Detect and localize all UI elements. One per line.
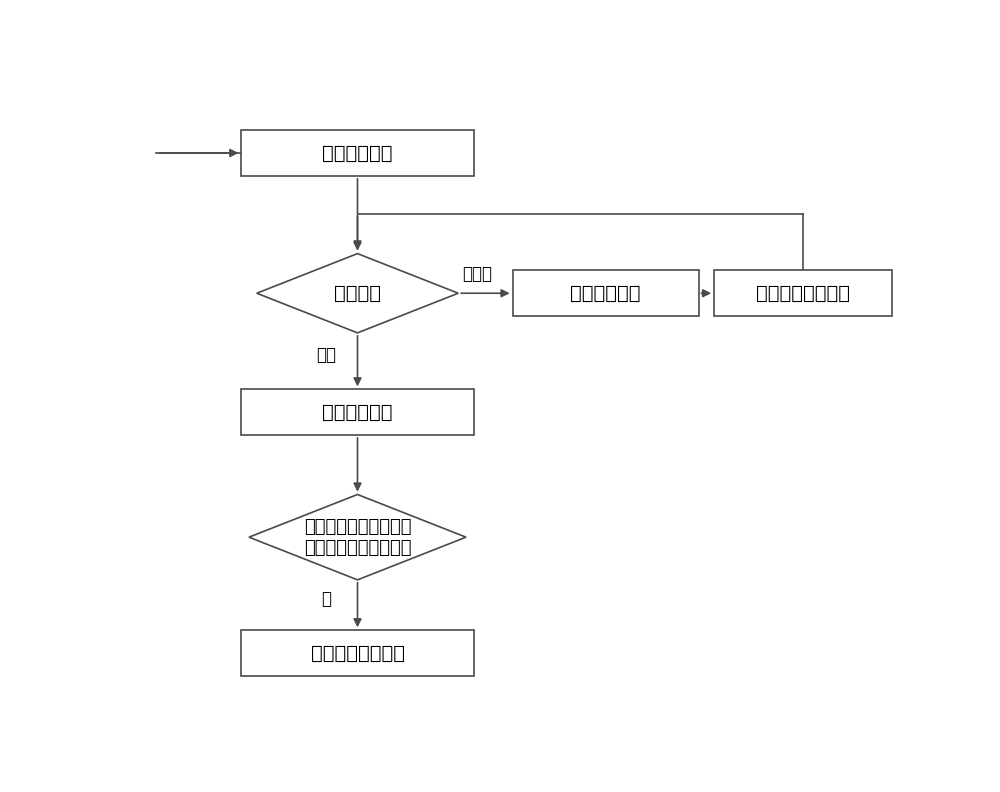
Text: 超时等待: 超时等待 (334, 284, 381, 303)
Text: 监听心跳消息: 监听心跳消息 (322, 143, 393, 162)
Text: 重新计算超时时间: 重新计算超时时间 (756, 284, 850, 303)
Text: 集群中正常节点数超过
集群中半数节点的数量: 集群中正常节点数超过 集群中半数节点的数量 (304, 518, 411, 557)
Text: 超时: 超时 (316, 346, 336, 364)
FancyBboxPatch shape (512, 270, 698, 316)
Text: 接收心跳消息: 接收心跳消息 (570, 284, 641, 303)
FancyBboxPatch shape (241, 390, 474, 435)
FancyBboxPatch shape (241, 630, 474, 676)
FancyBboxPatch shape (241, 130, 474, 176)
FancyBboxPatch shape (714, 270, 892, 316)
Text: 主节点降为从节点: 主节点降为从节点 (310, 644, 404, 663)
Polygon shape (249, 494, 466, 580)
Text: 触发回调函数: 触发回调函数 (322, 402, 393, 421)
Text: 否: 否 (322, 590, 332, 608)
Polygon shape (257, 253, 458, 333)
Text: 未超时: 未超时 (463, 265, 493, 284)
